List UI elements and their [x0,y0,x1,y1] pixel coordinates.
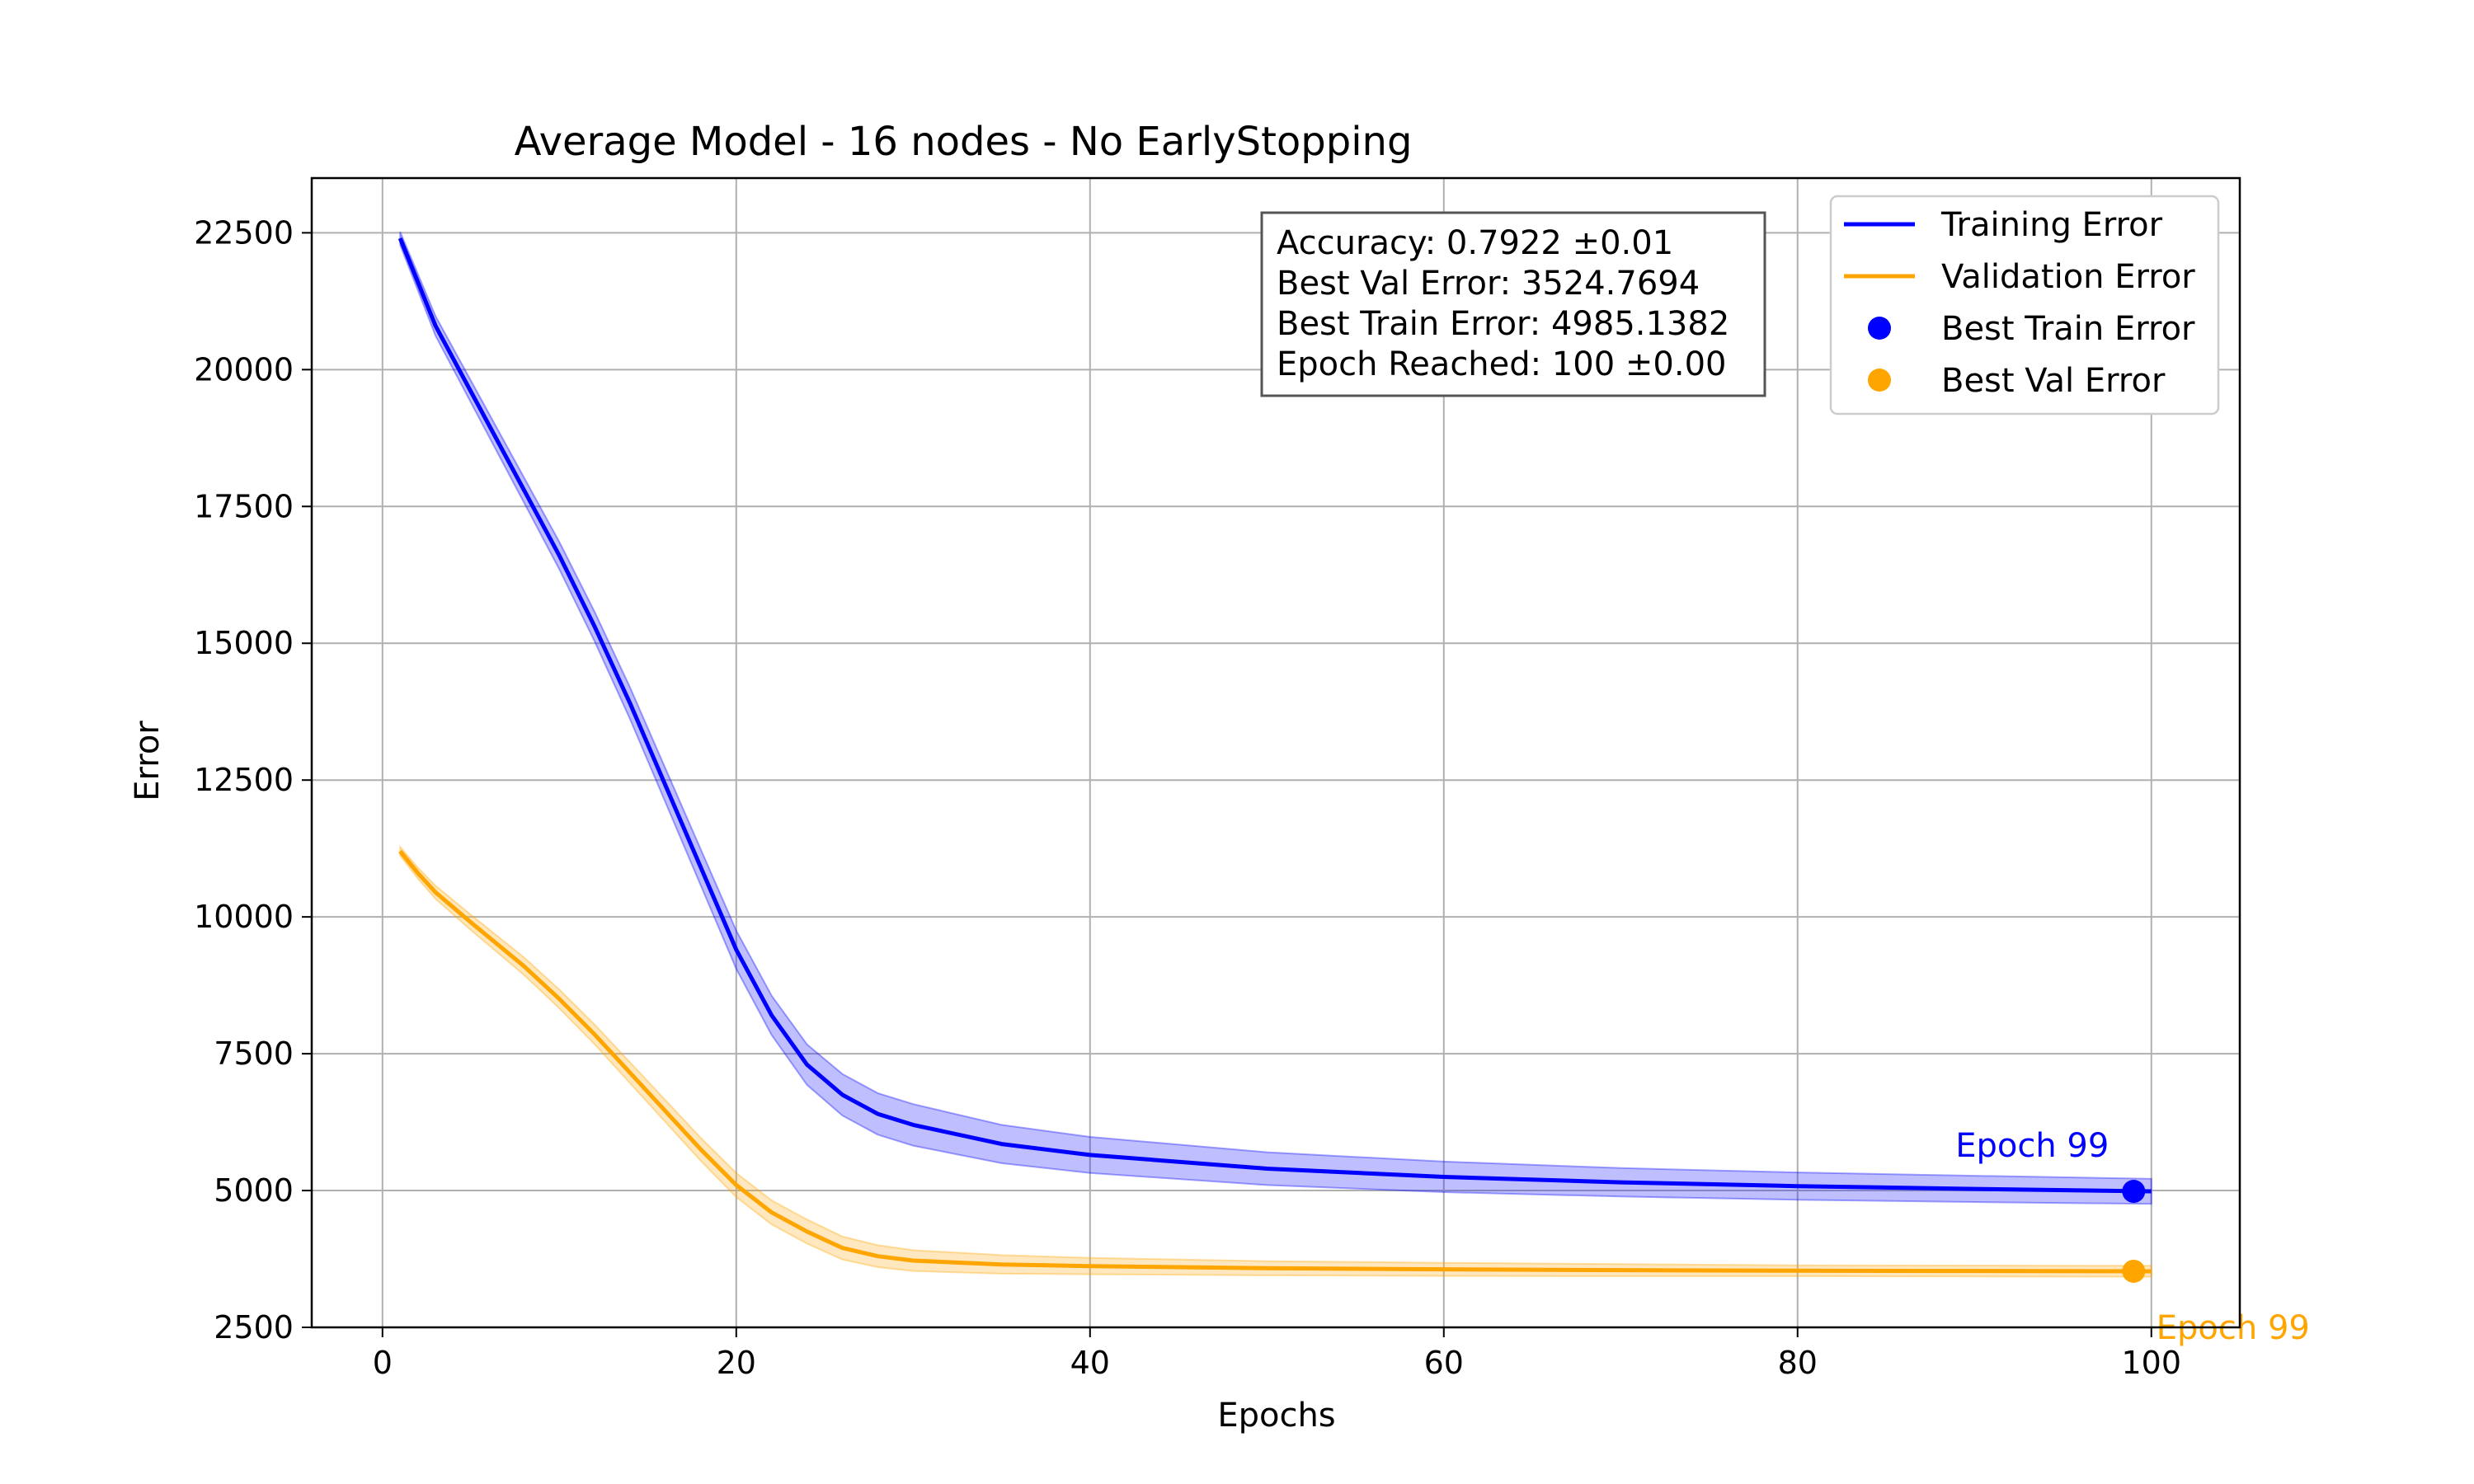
y-tick-label: 10000 [194,899,294,935]
x-tick-label: 80 [1778,1345,1818,1381]
y-tick-label: 15000 [194,625,294,661]
y-tick-label: 5000 [214,1172,294,1209]
legend-label: Best Val Error [1941,362,2166,400]
legend-label: Best Train Error [1941,310,2195,348]
y-tick-label: 22500 [194,214,294,251]
legend: Training Error Validation Error Best Train… [1829,195,2220,416]
chart-title: Average Model - 16 nodes - No EarlyStopp… [515,119,1413,165]
y-tick-label: 12500 [194,762,294,798]
plot-frame [310,176,2241,1329]
best-marker-1 [2122,1259,2146,1283]
annotation-line: Best Val Error: 3524.7694 [1277,265,1700,303]
y-tick-label: 7500 [214,1036,294,1072]
y-tick-label: 2500 [214,1309,294,1345]
legend-label: Validation Error [1941,258,2195,296]
series-lines [397,237,2152,1274]
annotation-frame [1260,211,1766,397]
y-axis-label: Error [129,721,167,801]
series-line-1 [398,849,2152,1274]
legend-swatch-dot [1868,369,1891,392]
annotation-line: Epoch Reached: 100 ±0.00 [1277,345,1727,383]
x-tick-label: 0 [373,1345,393,1381]
confidence-bands [399,231,2152,1278]
y-tick-label: 20000 [194,351,294,387]
x-tick-label: 60 [1424,1345,1464,1381]
x-tick-label: 40 [1070,1345,1110,1381]
legend-swatch-dot [1868,317,1891,340]
annotation-line: Best Train Error: 4985.1382 [1277,305,1729,343]
series-band-0 [399,231,2152,1205]
best-marker-0 [2122,1180,2146,1204]
x-tick-label: 100 [2121,1345,2181,1381]
annotation-line: Accuracy: 0.7922 ±0.01 [1277,224,1673,262]
legend-label: Training Error [1940,206,2163,244]
marker-label-train: Epoch 99 [1955,1127,2109,1165]
series-line-0 [397,237,2152,1194]
y-tick-label: 17500 [194,488,294,524]
series-band-1 [399,844,2152,1278]
x-tick-label: 20 [717,1345,756,1381]
legend-frame [1829,195,2220,416]
x-axis-label: Epochs [1217,1397,1335,1435]
axis-ticks: 0 20 40 60 80 100 2500 5000 7500 10000 12500 15000 1… [194,214,2181,1381]
